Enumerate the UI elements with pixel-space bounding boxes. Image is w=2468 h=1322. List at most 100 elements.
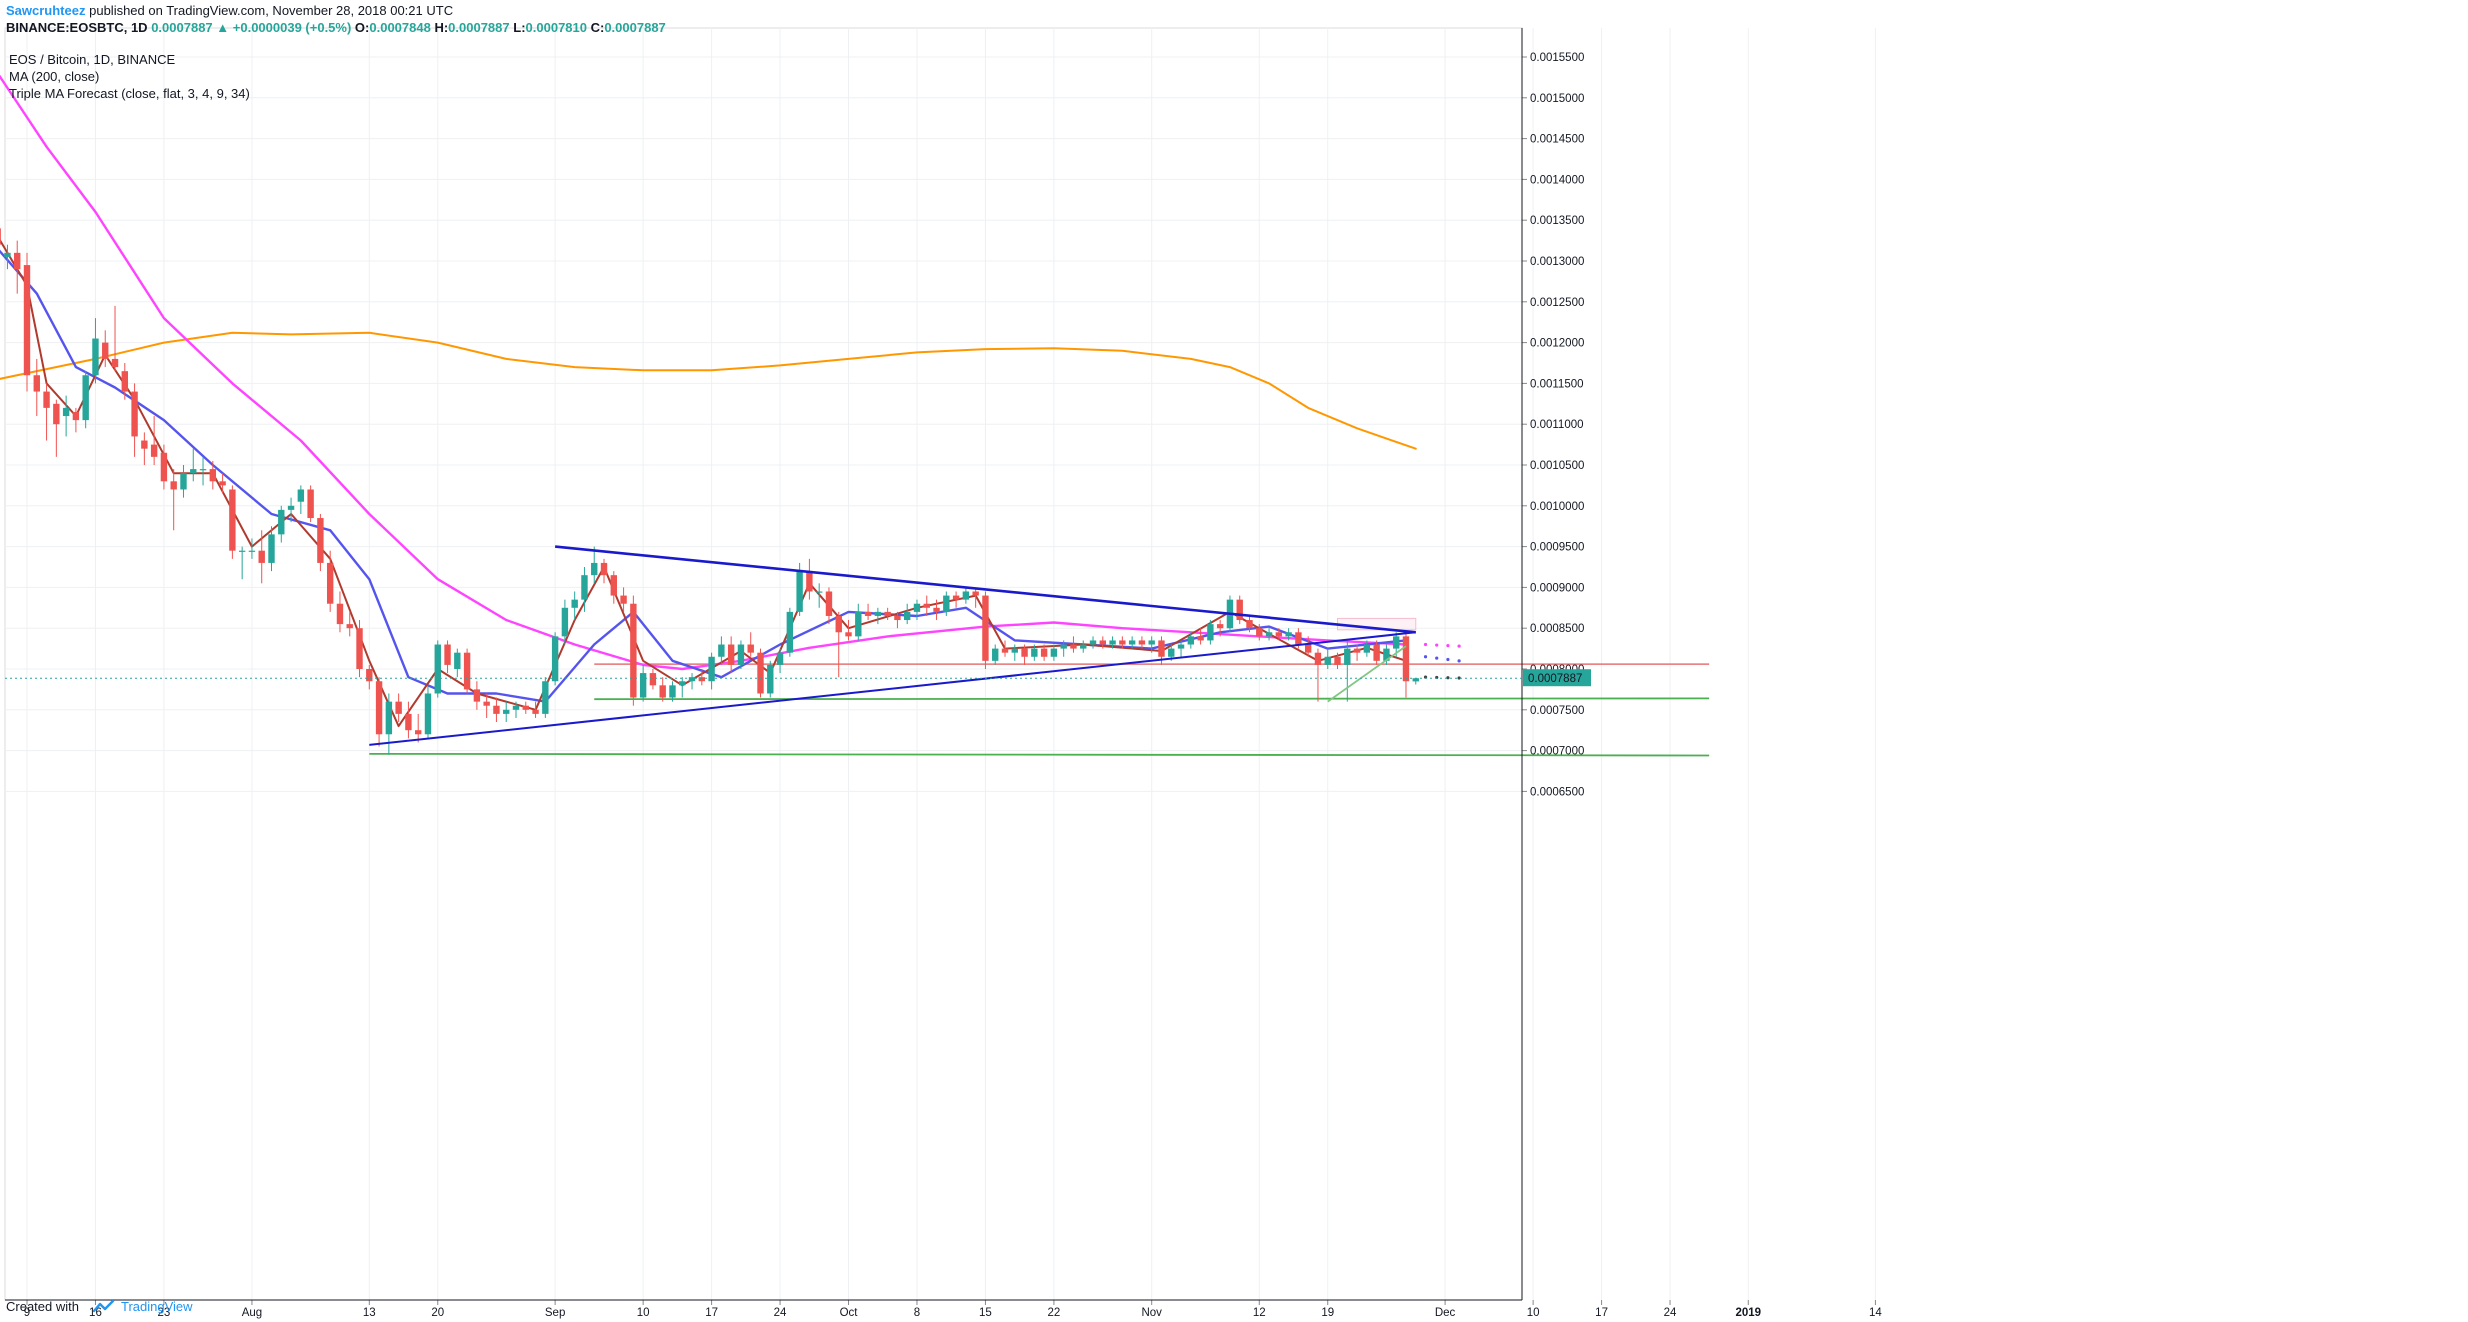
candle-body — [825, 591, 833, 616]
candle-body — [1344, 648, 1351, 665]
x-tick-label: 10 — [1527, 1307, 1540, 1319]
ma200-line — [0, 331, 1417, 450]
y-tick-label: 0.0013000 — [1530, 256, 1584, 268]
candle — [874, 607, 882, 625]
candle-body — [1001, 648, 1009, 653]
candle-body — [532, 709, 539, 714]
candle-body — [1236, 599, 1243, 621]
candle-body — [1265, 632, 1273, 637]
candle-body — [630, 603, 637, 698]
candle-body — [551, 636, 559, 682]
candle — [757, 648, 764, 698]
candle — [1099, 636, 1106, 649]
candle-body — [1363, 644, 1371, 653]
candle-body — [1256, 628, 1263, 637]
candle-body — [454, 652, 461, 669]
created-with-text: Created with — [6, 1299, 79, 1314]
candle-body — [121, 371, 128, 392]
candle-body — [1197, 636, 1204, 641]
c-label: C: — [590, 20, 605, 35]
candle-body — [1285, 632, 1292, 637]
candle — [111, 305, 119, 372]
candle — [33, 358, 40, 417]
y-tick-label: 0.0014500 — [1530, 134, 1584, 146]
y-tick-label: 0.0014000 — [1530, 174, 1584, 186]
x-tick-label: 24 — [1664, 1307, 1677, 1319]
candle — [845, 620, 852, 641]
candle — [620, 587, 627, 612]
green-diagonal — [1327, 645, 1407, 703]
candle — [962, 587, 970, 604]
candle — [297, 485, 305, 514]
candle-body — [1216, 624, 1224, 629]
forecast-dot — [1446, 644, 1450, 648]
price-axis[interactable]: 0.0015500 0.0015000 0.0014500 0.0014000 0.00… — [1530, 52, 1584, 798]
candle — [219, 473, 226, 494]
candle-body — [131, 391, 138, 437]
y-tick-label: 0.0011500 — [1530, 378, 1584, 390]
candle — [53, 399, 60, 457]
candle-body — [747, 644, 754, 653]
tradingview-link[interactable]: TradingView — [120, 1299, 193, 1314]
candle — [864, 603, 872, 621]
candle-body — [1177, 644, 1185, 649]
x-tick-label: 20 — [431, 1307, 444, 1319]
candle — [405, 701, 412, 739]
candle — [1148, 636, 1155, 653]
candle — [727, 636, 735, 674]
y-tick-label: 0.0009500 — [1530, 542, 1584, 554]
candle-body — [385, 701, 393, 735]
candle — [776, 648, 784, 674]
candle — [229, 485, 236, 559]
candle-body — [679, 681, 686, 686]
candle-body — [473, 689, 481, 702]
candle — [718, 636, 725, 665]
candle — [1207, 620, 1214, 645]
candle-body — [835, 615, 842, 633]
candle-body — [463, 652, 471, 690]
candle — [1187, 632, 1195, 649]
candle-body — [1050, 648, 1058, 657]
candle — [1109, 636, 1116, 649]
author-link[interactable]: Sawcruhteez — [6, 3, 86, 18]
candle-body — [268, 534, 275, 563]
candle-body — [767, 664, 774, 694]
candle-body — [1021, 648, 1028, 657]
candle — [395, 693, 402, 723]
candle-body — [23, 265, 31, 376]
candle — [561, 599, 569, 645]
forecast-dot — [1457, 676, 1461, 680]
candle-body — [610, 575, 617, 596]
candle — [150, 416, 158, 465]
candle — [43, 383, 50, 441]
candle — [688, 673, 696, 690]
candle-body — [219, 481, 226, 486]
candle-body — [307, 489, 314, 519]
candle — [326, 550, 334, 612]
candle — [199, 456, 207, 486]
candle-body — [522, 705, 529, 710]
candle-body — [1207, 624, 1214, 641]
footer: Created with TradingView — [6, 1296, 193, 1318]
candle-body — [884, 611, 891, 616]
candle-body — [356, 628, 363, 669]
candle-body — [1148, 640, 1155, 645]
candle-body — [1275, 632, 1283, 637]
candle-body — [952, 595, 960, 600]
last-price-badge: 0.0007887 — [5, 669, 1591, 687]
candle-body — [786, 611, 794, 653]
candle-body — [1187, 636, 1195, 645]
candle-body — [297, 489, 305, 502]
candle — [982, 591, 989, 669]
candle-body — [913, 603, 921, 612]
lower-trendline — [369, 631, 1416, 746]
time-axis[interactable]: 9 16 23 Aug 13 20 Sep 10 17 24 Oct 8 15 22 Nov 12 19 Dec 1… — [24, 1307, 1883, 1319]
candle — [610, 571, 617, 604]
candle-body — [737, 644, 745, 665]
candle-body — [1295, 632, 1302, 645]
candle-body — [493, 705, 500, 714]
x-tick-label: 8 — [914, 1307, 920, 1319]
candle-body — [424, 693, 432, 735]
support-line-2 — [369, 752, 1710, 757]
